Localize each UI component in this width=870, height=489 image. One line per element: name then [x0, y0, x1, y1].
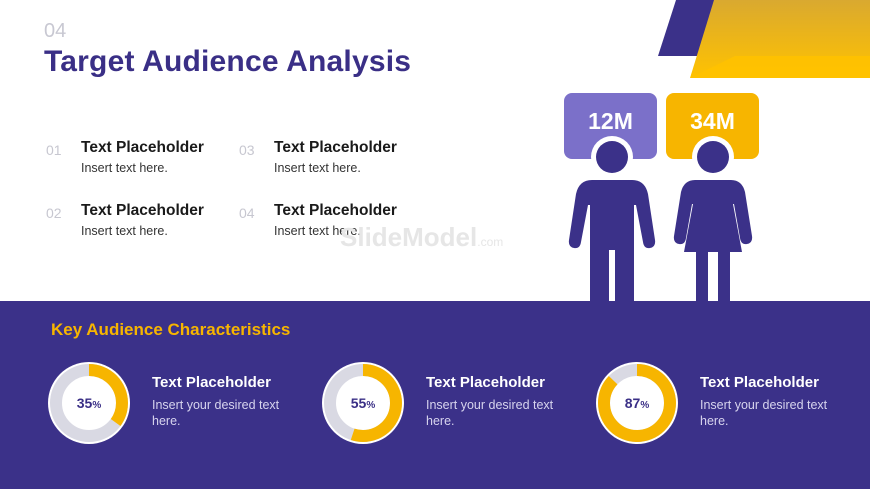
percent-ring: [48, 362, 130, 444]
percent-sign: %: [92, 400, 102, 411]
point-heading: Text Placeholder: [274, 139, 397, 156]
point-body: Insert text here.: [81, 224, 168, 238]
watermark: SlideModel.com: [340, 222, 503, 253]
percent-label: 35%: [48, 362, 130, 444]
point-number: 03: [239, 142, 255, 158]
characteristics-title: Key Audience Characteristics: [51, 320, 291, 339]
stat-heading: Text Placeholder: [152, 374, 271, 391]
male-person-icon: [568, 136, 656, 301]
percent-ring: [596, 362, 678, 444]
point-heading: Text Placeholder: [81, 139, 204, 156]
characteristics-band: [0, 301, 870, 489]
point-body: Insert text here.: [274, 224, 361, 238]
point-number: 04: [239, 205, 255, 221]
point-body: Insert text here.: [274, 161, 361, 175]
watermark-text: SlideModel: [340, 222, 478, 252]
stat-item: 55% Text Placeholder Insert your desired…: [322, 362, 584, 446]
percent-label: 55%: [322, 362, 404, 444]
stat-item: 35% Text Placeholder Insert your desired…: [48, 362, 310, 446]
page-title: Target Audience Analysis: [44, 45, 412, 78]
stat-heading: Text Placeholder: [700, 374, 819, 391]
point-number: 01: [46, 142, 62, 158]
female-person-icon: [673, 136, 753, 301]
percent-label: 87%: [596, 362, 678, 444]
point-body: Insert text here.: [81, 161, 168, 175]
percent-value: 35: [76, 395, 93, 411]
point-number: 02: [46, 205, 62, 221]
stat-body: Insert your desired text here.: [700, 398, 828, 428]
point-heading: Text Placeholder: [81, 202, 204, 219]
percent-value: 55: [350, 395, 367, 411]
stat-body: Insert your desired text here.: [152, 398, 280, 428]
slide-number: 04: [44, 20, 67, 42]
point-heading: Text Placeholder: [274, 202, 397, 219]
percent-sign: %: [640, 400, 650, 411]
stat-heading: Text Placeholder: [426, 374, 545, 391]
watermark-suffix: .com: [477, 235, 504, 249]
percent-sign: %: [366, 400, 376, 411]
percent-ring: [322, 362, 404, 444]
stat-item: 87% Text Placeholder Insert your desired…: [596, 362, 858, 446]
stat-body: Insert your desired text here.: [426, 398, 554, 428]
percent-value: 87: [624, 395, 641, 411]
